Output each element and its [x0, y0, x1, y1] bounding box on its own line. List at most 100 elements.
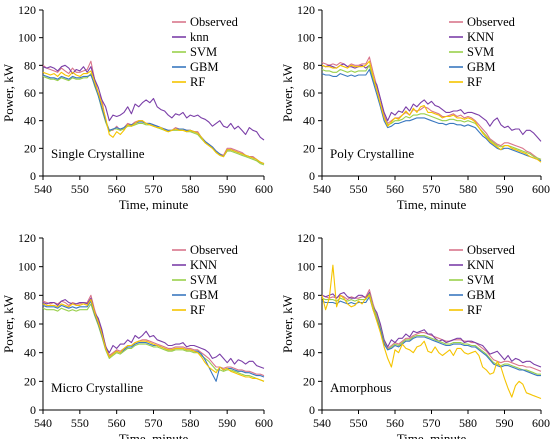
x-tick-label: 580 [181, 416, 199, 430]
y-tick-label: 0 [30, 169, 36, 183]
y-tick-label: 0 [30, 403, 36, 417]
y-axis-label: Power, kW [280, 294, 295, 353]
series-line-observed [42, 294, 265, 377]
series-line-gbm [42, 300, 265, 382]
legend-entry: SVM [467, 273, 494, 287]
x-tick-label: 560 [386, 182, 404, 196]
chart-panel-3: 0 20 40 60 80 100 120 540 550 560 570 580 590 600 Time… [1, 231, 273, 439]
legend-entry: RF [467, 75, 482, 89]
y-tick-label: 80 [24, 58, 36, 72]
series-line-rf [42, 299, 265, 382]
y-tick-label: 120 [18, 231, 36, 245]
legend-entry: Observed [467, 243, 516, 257]
y-tick-label: 40 [24, 346, 36, 360]
y-tick-label: 60 [24, 317, 36, 331]
y-tick-label: 20 [24, 374, 36, 388]
series-line-knn [321, 63, 542, 142]
y-tick-label: 100 [297, 31, 315, 45]
series-line-gbm [321, 296, 541, 377]
x-tick-label: 540 [313, 182, 331, 196]
x-tick-label: 570 [145, 416, 163, 430]
legend-entry: SVM [190, 273, 217, 287]
x-tick-label: 590 [218, 416, 236, 430]
y-tick-label: 20 [24, 141, 36, 155]
x-tick-label: 580 [459, 182, 477, 196]
x-tick-label: 580 [459, 416, 477, 430]
series-line-observed [321, 56, 542, 160]
legend-entry: SVM [190, 45, 217, 59]
legend-entry: GBM [190, 60, 218, 74]
panel-label: Micro Crystalline [51, 380, 143, 395]
legend-entry: GBM [190, 288, 218, 302]
legend-entry: Observed [190, 15, 239, 29]
legend-entry: KNN [467, 30, 494, 44]
x-tick-label: 560 [108, 182, 126, 196]
legend-entry: Observed [467, 15, 516, 29]
x-axis-label: Time, minute [119, 431, 189, 439]
y-tick-label: 0 [309, 403, 315, 417]
x-tick-label: 600 [255, 416, 273, 430]
series-line-svm [321, 293, 541, 375]
x-tick-label: 570 [423, 416, 441, 430]
x-axis-label: Time, minute [397, 431, 467, 439]
legend-entry: Observed [190, 243, 239, 257]
legend-entry: GBM [467, 60, 495, 74]
y-tick-label: 80 [303, 288, 315, 302]
series-line-svm [42, 303, 265, 382]
series-line-knn [42, 297, 265, 369]
y-tick-label: 120 [297, 231, 315, 245]
legend-entry: KNN [190, 258, 217, 272]
panel-label: Single Crystalline [51, 146, 145, 161]
y-axis-label: Power, kW [280, 63, 295, 122]
x-tick-label: 540 [34, 182, 52, 196]
series-line-rf [321, 60, 542, 163]
x-tick-label: 590 [496, 416, 514, 430]
x-tick-label: 570 [145, 182, 163, 196]
legend-entry: RF [190, 303, 205, 317]
y-tick-label: 120 [18, 3, 36, 17]
legend-entry: RF [190, 75, 205, 89]
y-tick-label: 100 [18, 260, 36, 274]
x-tick-label: 600 [255, 182, 273, 196]
y-tick-label: 20 [303, 141, 315, 155]
x-tick-label: 580 [181, 182, 199, 196]
x-tick-label: 590 [496, 182, 514, 196]
legend-entry: GBM [467, 288, 495, 302]
x-tick-label: 590 [218, 182, 236, 196]
chart-panel-1: 0 20 40 60 80 100 120 540 550 560 570 580 590 600 Time… [1, 3, 273, 212]
chart-panel-2: 0 20 40 60 80 100 120 540 550 560 570 580 590 600 Time… [280, 3, 550, 212]
x-tick-label: 600 [532, 182, 550, 196]
panel-label: Poly Crystalline [330, 146, 414, 161]
y-tick-label: 100 [18, 31, 36, 45]
y-tick-label: 60 [303, 317, 315, 331]
series-line-rf [42, 70, 265, 165]
legend-entry: RF [467, 303, 482, 317]
x-tick-label: 540 [34, 416, 52, 430]
series-line-knn [321, 291, 542, 368]
x-tick-label: 550 [71, 182, 89, 196]
y-tick-label: 60 [303, 86, 315, 100]
x-tick-label: 570 [423, 182, 441, 196]
legend-entry: KNN [467, 258, 494, 272]
y-tick-label: 80 [303, 58, 315, 72]
x-axis-label: Time, minute [397, 197, 467, 212]
y-tick-label: 40 [24, 114, 36, 128]
legend-entry: SVM [467, 45, 494, 59]
x-tick-label: 600 [532, 416, 550, 430]
series-line-gbm [321, 68, 542, 162]
y-axis-label: Power, kW [1, 294, 16, 353]
x-tick-label: 550 [350, 416, 368, 430]
x-tick-label: 560 [386, 416, 404, 430]
y-tick-label: 0 [309, 169, 315, 183]
y-axis-label: Power, kW [1, 63, 16, 122]
panel-label: Amorphous [330, 380, 391, 395]
y-tick-label: 40 [303, 114, 315, 128]
y-tick-label: 20 [303, 374, 315, 388]
legend-entry: knn [190, 30, 210, 44]
y-tick-label: 100 [297, 260, 315, 274]
